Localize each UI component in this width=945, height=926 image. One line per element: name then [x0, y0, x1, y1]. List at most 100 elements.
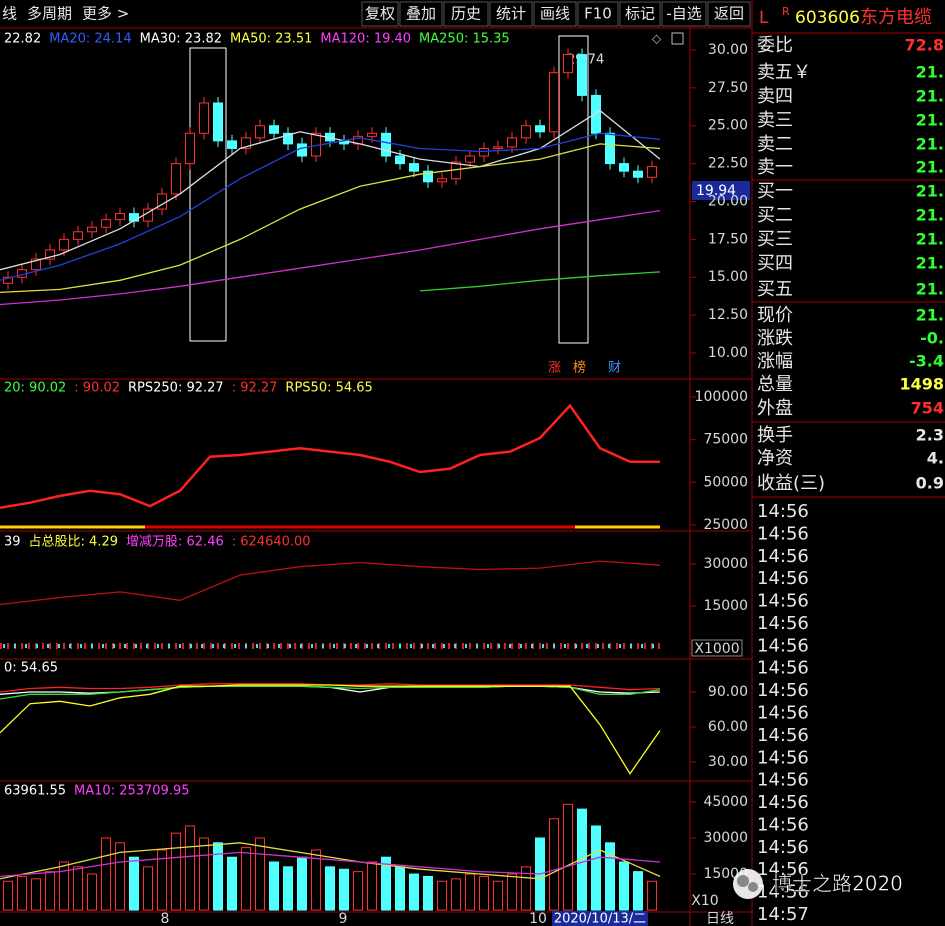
period-label: 日线 [706, 911, 734, 926]
menu-item[interactable]: 多周期 [27, 5, 72, 23]
y-tick-label: 75000 [703, 432, 748, 448]
y-tick-label: 45000 [703, 794, 748, 810]
volume-bar [227, 856, 237, 911]
toolbar-button[interactable] [361, 1, 399, 27]
trade-time: 14:56 [757, 703, 809, 724]
candle-body [115, 213, 125, 221]
quote-label: 卖二 [757, 134, 793, 155]
candle-body [549, 72, 559, 133]
toolbar: 线多周期 更多 > 复权 叠加 历史 统计 画线 F10 标记 -自选 返回 [2, 1, 751, 27]
menu-item[interactable]: 线 [2, 5, 17, 23]
y-tick-label: 25000 [703, 517, 748, 533]
toolbar-button[interactable] [533, 1, 577, 27]
candle-body [227, 140, 237, 149]
indicator-line [0, 143, 661, 294]
toolbar-button-label[interactable]: 历史 [451, 5, 481, 23]
candle-body [255, 125, 265, 139]
marker[interactable]: 榜 [573, 360, 586, 376]
scale-label: X10 [691, 893, 718, 909]
trade-time: 14:56 [757, 546, 809, 567]
toolbar-button-label[interactable]: 标记 [625, 5, 655, 23]
watermark-icon [737, 875, 749, 887]
quote-label: 卖三 [757, 110, 793, 131]
candle-body [507, 137, 517, 148]
trade-time: 14:56 [757, 658, 809, 679]
indicator-line [419, 271, 661, 292]
quote-label: 卖四 [757, 86, 793, 107]
icon[interactable]: ◇ [652, 32, 662, 46]
icon[interactable] [671, 32, 684, 45]
quote-value: 21. [916, 280, 944, 299]
y-tick-label: 30.00 [708, 754, 748, 770]
quote-value: 754 [911, 399, 944, 418]
candle-body [563, 54, 573, 74]
y-tick-label: 30.00 [708, 42, 748, 58]
quote-value: 21. [916, 182, 944, 201]
volume-bar [255, 837, 265, 911]
marker[interactable]: 涨 [548, 361, 561, 376]
volume-bar [59, 861, 69, 911]
candle-body [367, 132, 377, 137]
x-tick-label: 10 [529, 911, 547, 926]
quote-value: 21. [916, 158, 944, 177]
toolbar-button-label[interactable]: -自选 [666, 5, 701, 23]
toolbar-button[interactable] [577, 1, 619, 27]
toolbar-button[interactable] [661, 1, 707, 27]
toolbar-button-label[interactable]: 画线 [540, 5, 570, 23]
quote-value: 21. [916, 111, 944, 130]
quote-value: 1498 [899, 375, 944, 394]
menu-item[interactable]: 更多 > [82, 5, 129, 23]
candle-body [395, 155, 405, 165]
price-tag-label: 19.94 [696, 183, 736, 199]
legend-entry: MA20: 24.14 [49, 32, 131, 47]
legend-entry: MA10: 253709.95 [74, 784, 189, 799]
candle-body [479, 147, 489, 157]
volume-bar [325, 866, 335, 911]
volume-bar [647, 880, 657, 911]
toolbar-button-label[interactable]: F10 [584, 5, 612, 23]
quote-label: 买五 [757, 279, 793, 300]
toolbar-button[interactable] [489, 1, 533, 27]
toolbar-button-label[interactable]: 统计 [496, 5, 526, 23]
candle-body [423, 170, 433, 183]
volume-bar [633, 871, 643, 911]
quote-label: 收益(三) [757, 473, 825, 494]
trade-time: 14:56 [757, 882, 809, 903]
toolbar-button[interactable] [707, 1, 751, 27]
toolbar-button-label[interactable]: 复权 [365, 5, 395, 23]
toolbar-button[interactable] [619, 1, 661, 27]
volume-bar [3, 880, 13, 911]
quote-value: 2.3 [916, 426, 944, 445]
toolbar-button[interactable] [443, 1, 489, 27]
candle-body [521, 125, 531, 139]
trade-time: 14:56 [757, 501, 809, 522]
watermark-text: 博士之路2020 [772, 872, 903, 896]
trade-time: 14:56 [757, 814, 809, 835]
legend-entry: : 624640.00 [232, 535, 311, 550]
y-tick-label: 30000 [703, 830, 748, 846]
quote-value: 21. [916, 230, 944, 249]
candle-body [73, 231, 83, 240]
quote-label: 换手 [757, 425, 793, 446]
candle-body [101, 219, 111, 228]
volume-bar [199, 837, 209, 911]
marker[interactable]: 财 [608, 361, 621, 376]
legend-entry: MA30: 23.82 [140, 32, 222, 47]
quote-value: 0.9 [916, 474, 944, 493]
x-tick-label: 8 [161, 911, 170, 926]
candle-body [199, 102, 209, 134]
quote-value: 21. [916, 306, 944, 325]
quote-value: 4. [927, 449, 944, 468]
toolbar-button-label[interactable]: 叠加 [406, 5, 436, 23]
candle-body [59, 238, 69, 251]
legend-entry: 63961.55 [4, 784, 66, 799]
candle-body [171, 163, 181, 195]
scale-label: X1000 [694, 641, 739, 657]
y-tick-label: 20.00 [708, 193, 748, 209]
volume-bar [31, 878, 41, 911]
toolbar-button[interactable] [399, 1, 443, 27]
toolbar-button-label[interactable]: 返回 [714, 5, 744, 23]
legend-entry: : 90.02 [74, 381, 120, 396]
